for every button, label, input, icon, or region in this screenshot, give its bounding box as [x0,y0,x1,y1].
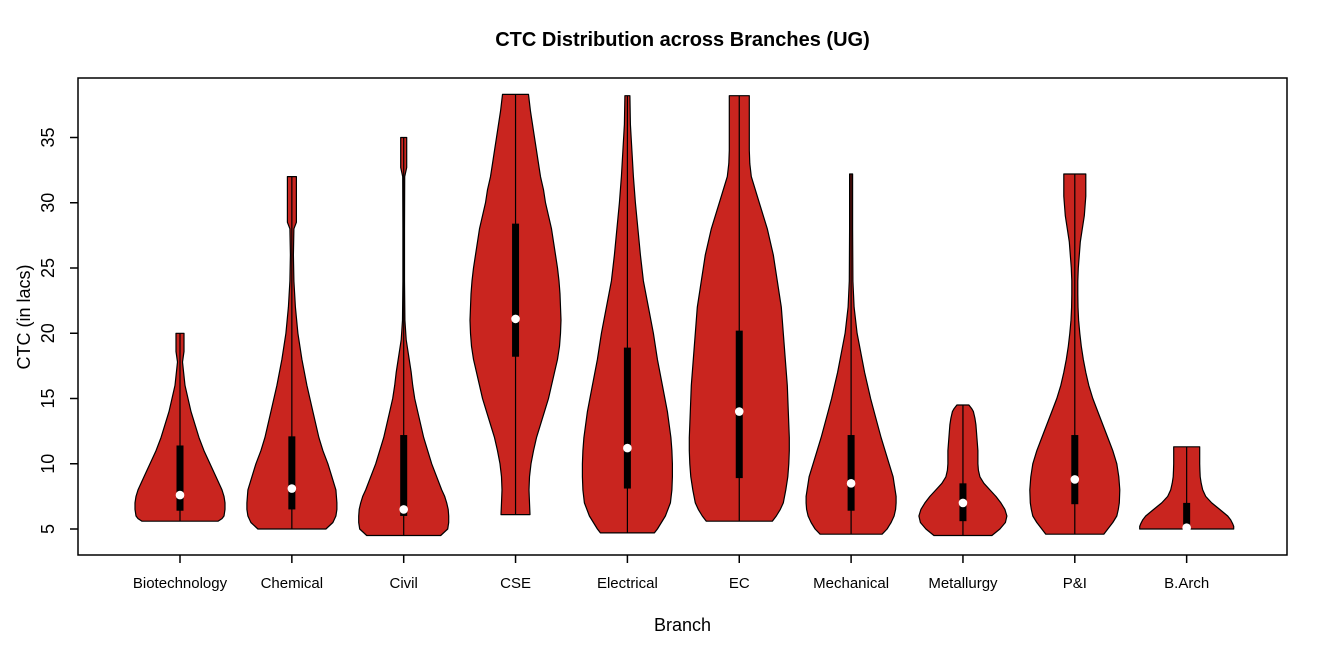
violin-electrical [581,95,673,534]
y-axis: 5 10 15 20 25 30 35 [38,127,78,534]
violin-biotechnology [134,332,226,522]
y-tick-label: 35 [38,127,58,147]
y-tick-label: 5 [38,524,58,534]
iqr-box [1071,435,1079,505]
median-dot [734,407,744,416]
iqr-box [735,330,743,479]
y-tick-label: 10 [38,454,58,474]
violin-ec [688,95,790,522]
violin-cse [469,93,562,516]
y-axis-title: CTC (in lacs) [14,264,34,370]
plot-frame [77,77,1288,556]
iqr-box [400,435,408,516]
violin-mechanical [805,173,897,535]
iqr-box [288,436,296,510]
y-tick-label: 15 [38,388,58,408]
x-tick-label: P&I [1063,575,1087,592]
violin-b-arch [1139,446,1235,532]
median-dot [175,490,185,500]
x-tick-label: Biotechnology [133,575,228,592]
iqr-box [176,445,184,511]
median-dot [846,479,856,488]
x-tick-label: Metallurgy [928,575,998,592]
violin-civil [358,136,450,537]
iqr-box [623,347,631,489]
violin-chemical [246,176,338,530]
violin-metallurgy [918,404,1008,537]
x-axis: Biotechnology Chemical Civil CSE Electrical E… [133,555,1209,592]
iqr-box [1183,502,1191,528]
violin-p-i [1029,173,1121,535]
x-axis-title: Branch [653,615,712,635]
x-tick-label: Electrical [597,575,658,592]
x-tick-label: B.Arch [1164,575,1209,592]
median-dot [958,498,968,508]
median-dot [623,443,632,453]
x-tick-label: Mechanical [813,575,889,592]
x-tick-label: Civil [390,575,418,592]
median-dot [1070,475,1080,484]
median-dot [287,484,297,493]
iqr-box [847,435,855,511]
y-tick-label: 30 [38,193,58,213]
x-tick-label: Chemical [261,575,324,592]
x-tick-label: CSE [500,575,531,592]
x-tick-label: EC [729,575,750,592]
median-dot [511,314,520,324]
chart-title: CTC Distribution across Branches (UG) [495,29,870,51]
y-tick-label: 25 [38,258,58,278]
median-dot [399,505,409,514]
iqr-box [512,223,520,357]
y-tick-label: 20 [38,323,58,343]
median-dot [1182,523,1191,532]
